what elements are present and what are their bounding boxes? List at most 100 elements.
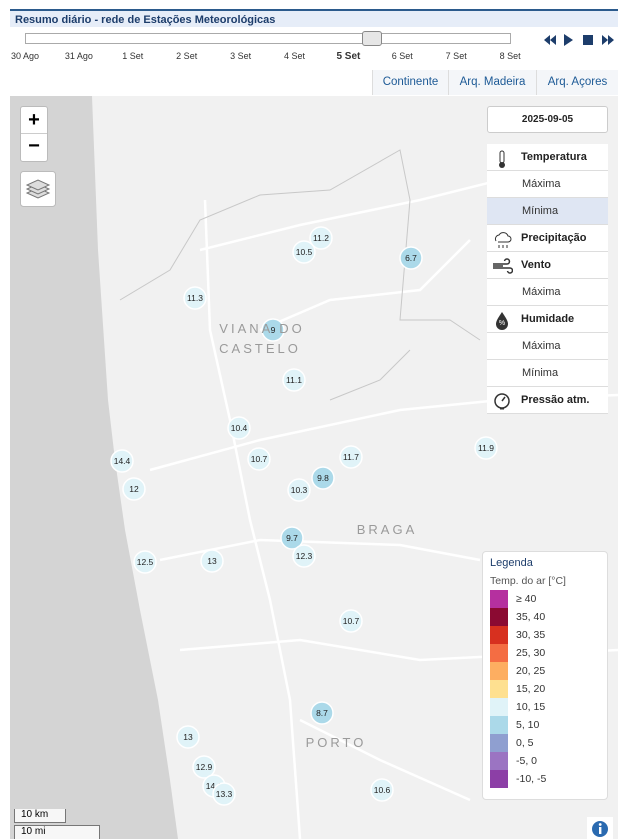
menu-item[interactable]: Máxima <box>487 333 608 360</box>
timeline-label[interactable]: 4 Set <box>283 51 306 61</box>
timeline-label[interactable]: 5 Set <box>336 51 361 62</box>
layers-button[interactable] <box>20 171 56 207</box>
station-value: 10.6 <box>374 785 391 795</box>
timeline-label[interactable]: 7 Set <box>445 51 467 61</box>
station-marker[interactable] <box>183 286 207 310</box>
legend-subtitle: Temp. do ar [°C] <box>490 575 566 587</box>
station-marker[interactable] <box>309 226 333 250</box>
legend-swatch <box>490 644 508 662</box>
station-marker[interactable] <box>247 447 271 471</box>
menu-item[interactable]: Máxima <box>487 279 608 306</box>
station-marker[interactable] <box>339 445 363 469</box>
scale-bar: 10 km <box>14 809 66 823</box>
station-value: 12.5 <box>137 557 154 567</box>
tab[interactable]: Arq. Açores <box>536 70 618 95</box>
timeline-thumb[interactable] <box>362 31 383 46</box>
zoom-in[interactable]: + <box>21 107 47 134</box>
station-marker[interactable] <box>310 701 334 725</box>
timeline-label[interactable]: 6 Set <box>391 51 413 61</box>
station-marker[interactable] <box>280 526 304 550</box>
menu-item[interactable]: Mínima <box>487 198 608 225</box>
station-value: 12.9 <box>196 762 213 772</box>
menu-group[interactable]: Vento <box>487 252 608 279</box>
timeline-label[interactable]: 3 Set <box>230 51 252 61</box>
menu-icon <box>494 232 512 248</box>
menu-icon <box>493 258 513 274</box>
legend-label: 20, 25 <box>516 665 546 677</box>
station-value: 6.7 <box>405 253 417 263</box>
timeline-label[interactable]: 30 Ago <box>10 51 40 61</box>
menu-group[interactable]: Pressão atm. <box>487 387 608 414</box>
timeline-label[interactable]: 8 Set <box>499 51 521 61</box>
legend-swatch <box>490 680 508 698</box>
tab[interactable]: Arq. Madeira <box>448 70 536 95</box>
zoom-out[interactable]: − <box>28 135 40 157</box>
station-marker[interactable] <box>212 782 236 806</box>
tab[interactable]: Continente <box>372 70 448 95</box>
station-marker[interactable] <box>282 368 306 392</box>
legend-label: 5, 10 <box>516 719 540 731</box>
station-value: 14.4 <box>114 456 131 466</box>
station-value: 9.7 <box>286 533 298 543</box>
menu-item[interactable]: Mínima <box>487 360 608 387</box>
svg-text:%: % <box>499 320 505 327</box>
legend-label: ≥ 40 <box>516 593 537 605</box>
legend-label: 25, 30 <box>516 647 546 659</box>
info-button[interactable] <box>587 817 613 839</box>
timeline-label[interactable]: 31 Ago <box>64 51 93 61</box>
legend-label: -5, 0 <box>516 755 538 767</box>
station-marker[interactable] <box>200 549 224 573</box>
timeline-track[interactable] <box>25 33 511 44</box>
legend-swatch <box>490 698 508 716</box>
station-marker[interactable] <box>370 778 394 802</box>
borders <box>119 149 481 401</box>
station-value: 13 <box>183 732 193 742</box>
stop-button[interactable] <box>583 35 593 45</box>
play-button[interactable] <box>564 34 573 46</box>
station-marker[interactable] <box>227 416 251 440</box>
station-marker[interactable] <box>474 436 498 460</box>
forward-button[interactable] <box>602 35 614 45</box>
station-value: 12 <box>129 484 139 494</box>
station-value: 10.7 <box>343 616 360 626</box>
legend-label: -10, -5 <box>516 773 547 785</box>
place-label: CASTELO <box>219 341 301 356</box>
menu-item[interactable]: Máxima <box>487 171 608 198</box>
timeline-label[interactable]: 2 Set <box>176 51 198 61</box>
station-marker[interactable] <box>122 477 146 501</box>
station-marker[interactable] <box>192 755 216 779</box>
legend-swatch <box>490 590 508 608</box>
station-marker[interactable] <box>292 544 316 568</box>
station-value: 10.3 <box>291 485 308 495</box>
station-marker[interactable] <box>261 318 285 342</box>
station-marker[interactable] <box>110 449 134 473</box>
station-marker[interactable] <box>292 240 316 264</box>
menu-group[interactable]: Humidade <box>487 306 608 333</box>
station-marker[interactable] <box>287 478 311 502</box>
playback-controls <box>544 34 614 46</box>
menu-group[interactable]: Temperatura <box>487 144 608 171</box>
legend-label: 0, 5 <box>516 737 534 749</box>
legend-label: 30, 35 <box>516 629 546 641</box>
menu-icon <box>499 150 505 168</box>
station-marker[interactable] <box>399 246 423 270</box>
place-label: PORTO <box>306 735 367 750</box>
scale-bar: 10 mi <box>14 825 100 839</box>
station-value: 13 <box>207 556 217 566</box>
station-value: 10.4 <box>231 423 248 433</box>
station-marker[interactable] <box>176 725 200 749</box>
legend-swatch <box>490 770 508 788</box>
station-value: 14.6 <box>206 781 223 791</box>
station-marker[interactable] <box>339 609 363 633</box>
rewind-button[interactable] <box>544 35 556 45</box>
menu-icon <box>494 393 510 410</box>
station-value: 11.3 <box>187 293 203 303</box>
legend-title: Legenda <box>490 557 533 569</box>
legend-swatch <box>490 752 508 770</box>
station-marker[interactable] <box>311 466 335 490</box>
timeline-label[interactable]: 1 Set <box>122 51 144 61</box>
station-marker[interactable] <box>133 550 157 574</box>
menu-icon: % <box>496 312 508 330</box>
place-label: BRAGA <box>357 522 418 537</box>
